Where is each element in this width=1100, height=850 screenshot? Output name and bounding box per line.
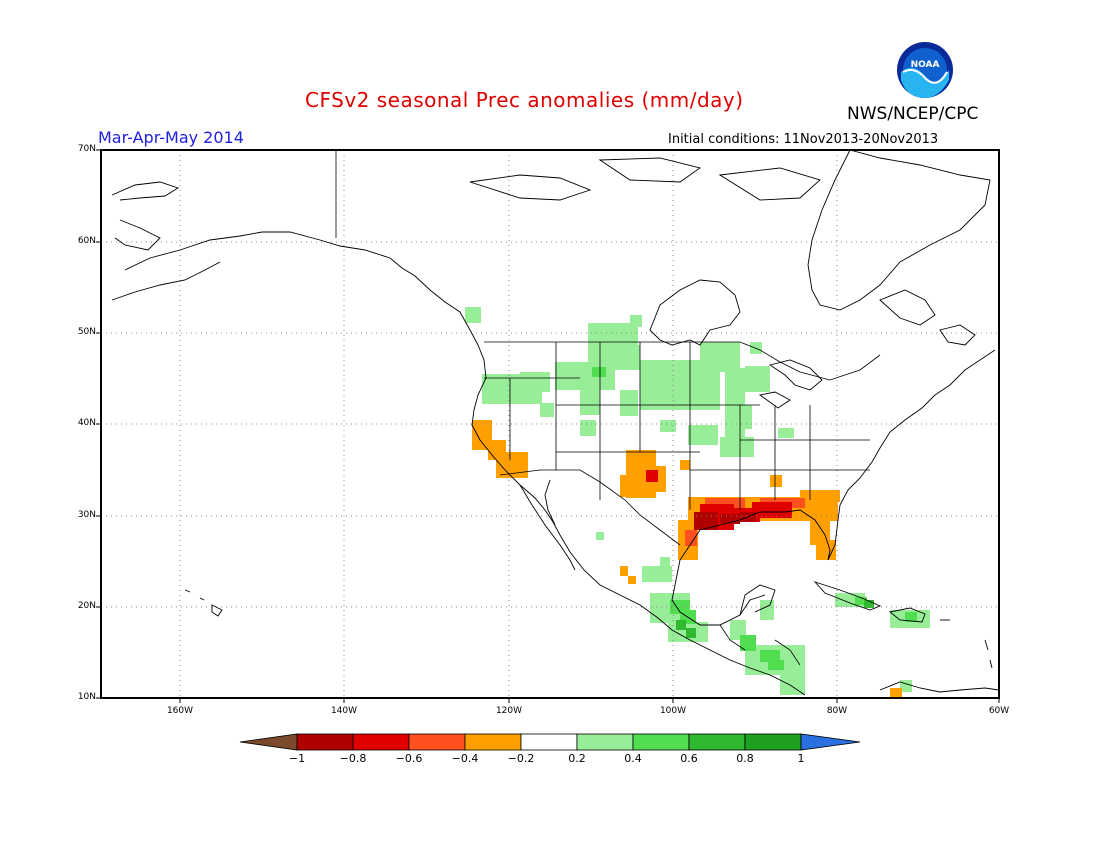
colorbar-label: −0.6 bbox=[395, 752, 423, 765]
noaa-logo-text: NOAA bbox=[911, 60, 940, 70]
colorbar-label: −1 bbox=[288, 752, 306, 765]
lon-label: 80W bbox=[826, 706, 848, 716]
lat-label: 30N bbox=[77, 510, 96, 520]
lat-label: 70N bbox=[77, 144, 96, 154]
political-boundaries bbox=[335, 150, 881, 666]
anomaly-negative-orange bbox=[472, 420, 902, 698]
colorbar bbox=[239, 733, 861, 751]
colorbar-bin bbox=[688, 733, 746, 751]
colorbar-triangle-low bbox=[239, 733, 298, 751]
colorbar-label: 0.8 bbox=[736, 752, 754, 765]
colorbar-triangle-high bbox=[800, 733, 861, 751]
lon-label: 160W bbox=[166, 706, 194, 716]
coastlines bbox=[111, 150, 999, 696]
lon-label: 60W bbox=[988, 706, 1010, 716]
colorbar-bin bbox=[520, 733, 578, 751]
lon-label: 140W bbox=[330, 706, 358, 716]
lon-label: 100W bbox=[659, 706, 687, 716]
colorbar-label: −0.4 bbox=[451, 752, 479, 765]
colorbar-bin bbox=[576, 733, 634, 751]
lat-label: 10N bbox=[77, 692, 96, 702]
anomaly-positive-strong bbox=[676, 600, 874, 638]
initial-conditions-label: Initial conditions: 11Nov2013-20Nov2013 bbox=[668, 132, 939, 147]
lat-label: 40N bbox=[77, 418, 96, 428]
colorbar-label: 1 bbox=[797, 752, 805, 765]
map-frame bbox=[100, 149, 1000, 699]
colorbar-bin bbox=[296, 733, 354, 751]
colorbar-label: 0.4 bbox=[624, 752, 642, 765]
colorbar-bin bbox=[632, 733, 690, 751]
colorbar-bin bbox=[744, 733, 802, 751]
season-label: Mar-Apr-May 2014 bbox=[98, 128, 244, 147]
colorbar-label: −0.2 bbox=[507, 752, 535, 765]
colorbar-bin bbox=[464, 733, 522, 751]
lat-label: 50N bbox=[77, 327, 96, 337]
noaa-logo: NOAA bbox=[897, 42, 953, 98]
lon-label: 120W bbox=[495, 706, 523, 716]
lat-label: 60N bbox=[77, 236, 96, 246]
colorbar-bin bbox=[408, 733, 466, 751]
agency-label: NWS/NCEP/CPC bbox=[847, 104, 979, 124]
colorbar-bin bbox=[352, 733, 410, 751]
colorbar-label: 0.2 bbox=[568, 752, 586, 765]
map-title: CFSv2 seasonal Prec anomalies (mm/day) bbox=[305, 88, 744, 112]
anomaly-positive-medium bbox=[592, 367, 917, 670]
colorbar-label: −0.8 bbox=[339, 752, 367, 765]
colorbar-label: 0.6 bbox=[680, 752, 698, 765]
lat-label: 20N bbox=[77, 601, 96, 611]
